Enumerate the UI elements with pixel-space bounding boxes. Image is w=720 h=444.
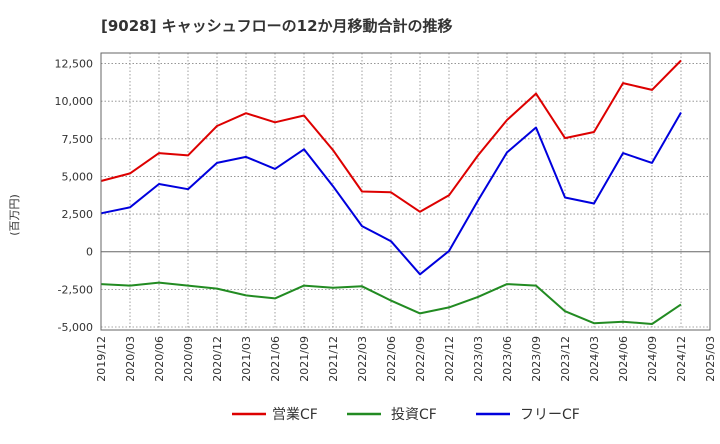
y-tick-label: -2,500 xyxy=(58,283,93,296)
y-tick-label: -5,000 xyxy=(58,321,93,334)
y-tick-label: 5,000 xyxy=(62,170,94,183)
x-tick-label: 2024/09 xyxy=(646,336,659,382)
x-tick-label: 2020/03 xyxy=(124,336,137,382)
x-tick-label: 2023/12 xyxy=(559,336,572,382)
x-tick-label: 2022/03 xyxy=(356,336,369,382)
grid-layer xyxy=(100,53,711,330)
x-tick-label: 2023/03 xyxy=(472,336,485,382)
x-tick-label: 2020/06 xyxy=(153,336,166,382)
x-tick-label: 2020/12 xyxy=(211,336,224,382)
y-tick-label: 2,500 xyxy=(62,208,94,221)
x-tick-label: 2022/12 xyxy=(443,336,456,382)
y-tick-label: 12,500 xyxy=(55,58,94,71)
x-tick-label: 2021/06 xyxy=(269,336,282,382)
x-tick-label: 2021/12 xyxy=(327,336,340,382)
x-tick-label: 2024/06 xyxy=(617,336,630,382)
legend-label-1: 営業CF xyxy=(272,407,318,423)
x-tick-label: 2021/09 xyxy=(298,336,311,382)
series-layer xyxy=(100,59,682,325)
series-line-2 xyxy=(100,281,682,325)
plot-frame xyxy=(100,52,711,331)
legend-label-3: フリーCF xyxy=(520,407,580,423)
chart-title: [9028] キャッシュフローの12か月移動合計の推移 xyxy=(101,17,453,35)
series-line-3 xyxy=(100,112,682,276)
y-axis-label: (百万円) xyxy=(8,194,21,236)
x-tick-label: 2024/12 xyxy=(675,336,688,382)
x-tick-label: 2022/09 xyxy=(414,336,427,382)
x-tick-label: 2023/09 xyxy=(530,336,543,382)
x-tick-label: 2020/09 xyxy=(182,336,195,382)
x-tick-label: 2022/06 xyxy=(385,336,398,382)
y-tick-label: 0 xyxy=(86,246,93,259)
legend-label-2: 投資CF xyxy=(391,407,437,423)
series-line-1 xyxy=(100,59,682,213)
y-tick-label: 7,500 xyxy=(62,133,94,146)
x-tick-label: 2024/03 xyxy=(588,336,601,382)
x-tick-label: 2021/03 xyxy=(240,336,253,382)
x-tick-label: 2023/06 xyxy=(501,336,514,382)
x-tick-label: 2019/12 xyxy=(95,336,108,382)
legend: 営業CF 投資CF フリーCF xyxy=(232,407,580,423)
axis-layer: 2019/12 2020/03 2020/06 2020/09 2020/12 2021/… xyxy=(55,52,717,382)
y-tick-label: 10,000 xyxy=(55,95,94,108)
x-tick-label: 2025/03 xyxy=(704,336,717,382)
